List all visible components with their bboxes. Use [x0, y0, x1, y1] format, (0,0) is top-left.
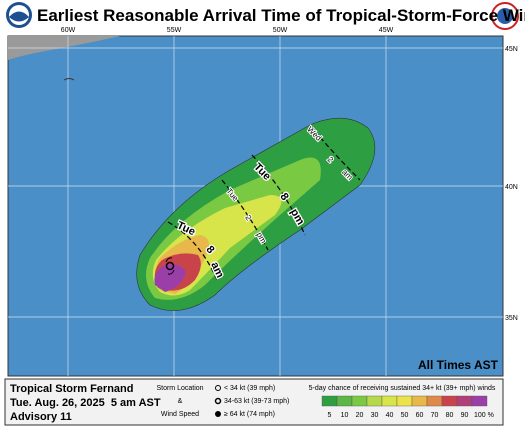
lat-labels: 45N 40N 35N: [505, 46, 518, 322]
lon-label: 45W: [379, 27, 394, 34]
swatch: [366, 395, 383, 407]
lon-label: 60W: [61, 27, 76, 34]
swatch-label: 40: [386, 412, 394, 419]
swatch: [426, 395, 443, 407]
swatch-label: 70: [431, 412, 439, 419]
swatch-label: 30: [371, 412, 379, 419]
storm-symbol: [165, 257, 175, 275]
lat-label: 35N: [505, 315, 518, 322]
lat-label: 40N: [505, 184, 518, 191]
lon-label: 50W: [273, 27, 288, 34]
island: [63, 78, 75, 81]
legend-item: < 34 kt (39 mph): [224, 385, 275, 392]
swatch: [471, 395, 488, 407]
color-scale: 5 10 20 30 40 50 60 70 80 90 100 %: [321, 395, 494, 419]
lon-label: 55W: [167, 27, 182, 34]
storm-name: Tropical Storm Fernand: [10, 383, 133, 395]
legend-item: ≥ 64 kt (74 mph): [224, 411, 275, 418]
swatch-label: 50: [401, 412, 409, 419]
map: Tue 8 am Tue 2 pm Tue 8 pm Wed 2 am All …: [7, 35, 504, 377]
land: [8, 36, 120, 60]
isochrone-label: 2: [326, 155, 336, 165]
isochrone-label: 2: [243, 213, 253, 222]
legend-title: Storm Location: [156, 385, 203, 392]
swatch-label: 90: [461, 412, 469, 419]
swatch-label: 5: [328, 412, 332, 419]
swatch-label: 100 %: [474, 412, 494, 419]
issued: Tue. Aug. 26, 2025 5 am AST: [10, 397, 161, 409]
swatch-label: 60: [416, 412, 424, 419]
swatch-label: 80: [446, 412, 454, 419]
probability-swath: [136, 117, 376, 311]
chance-title: 5-day chance of receiving sustained 34+ …: [309, 385, 496, 392]
nws-logo: [491, 2, 519, 30]
swatch: [351, 395, 368, 407]
title: Earliest Reasonable Arrival Time of Trop…: [37, 6, 525, 25]
legend-title: Wind Speed: [161, 411, 199, 418]
swatch-label: 10: [341, 412, 349, 419]
swatch: [456, 395, 473, 407]
legend-item: 34-63 kt (39-73 mph): [224, 398, 289, 405]
swatch: [381, 395, 398, 407]
swatch-label: 20: [356, 412, 364, 419]
lon-labels: 60W 55W 50W 45W: [61, 27, 394, 34]
isochrone-lines: [167, 124, 361, 283]
swatch: [321, 395, 338, 407]
legend-title: &: [178, 398, 183, 405]
swatch: [336, 395, 353, 407]
location-legend: Storm Location & Wind Speed < 34 kt (39 …: [156, 385, 289, 418]
swatch: [396, 395, 413, 407]
noaa-logo: [6, 2, 32, 28]
lat-label: 45N: [505, 46, 518, 53]
swatch: [411, 395, 428, 407]
advisory: Advisory 11: [10, 411, 72, 423]
time-note: All Times AST: [418, 358, 499, 372]
swatch: [441, 395, 458, 407]
